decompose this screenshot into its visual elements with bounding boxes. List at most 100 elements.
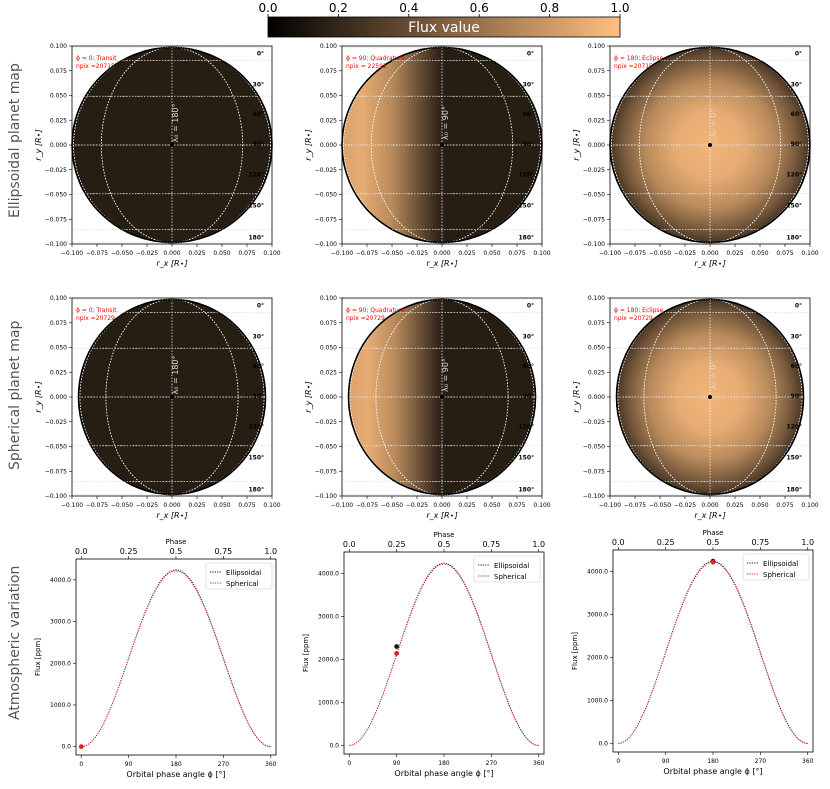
y-axis-label: r_y [R⋆] [34,381,43,412]
x-tick-label: 180 [707,758,719,765]
latitude-label: 30° [791,82,802,89]
map-spherical-quadrature: 0° 30° 60° 90° 120° 150° 180° λ₀ = 90° ϕ = 90: Q… [304,295,551,520]
x-tick-label: 0.025 [188,502,205,509]
x-tick-label: −0.025 [674,502,696,509]
x-tick-label: −0.075 [86,250,108,257]
x-tick-label: 0.000 [163,502,180,509]
legend-label: Spherical [226,580,259,588]
subobserver-point [170,143,174,147]
y-tick-label: 1000.0 [587,697,608,704]
latitude-label: 180° [518,235,534,242]
legend-box [742,553,810,581]
top-tick-label: 0.25 [120,547,138,556]
x-tick-label: 0.050 [483,502,500,509]
x-tick-label: 0.100 [263,502,280,509]
top-tick-label: 1.0 [264,547,277,556]
y-tick-label: −0.100 [315,241,337,248]
x-tick-label: −0.100 [599,502,621,509]
y-tick-label: −0.050 [583,192,605,199]
map-title: ϕ = 180: Eclipse [614,307,664,314]
phase-marker-spherical [394,651,400,656]
y-axis-label: r_y [R⋆] [572,129,581,160]
y-axis-label: r_y [R⋆] [304,381,313,412]
latitude-label: 0° [527,50,534,57]
x-tick-label: −0.050 [111,250,133,257]
top-tick-label: 0.0 [343,540,356,549]
x-tick-label: 0 [347,760,351,767]
latitude-label: 150° [248,454,264,461]
latitude-label: 30° [253,82,264,89]
x-tick-label: 0.075 [776,250,793,257]
legend-box [205,562,273,590]
x-tick-label: 0.025 [188,250,205,257]
latitude-label: 120° [248,423,264,430]
x-tick-label: −0.050 [649,250,671,257]
x-tick-label: −0.075 [86,502,108,509]
y-tick-label: 0.075 [50,320,67,327]
y-axis-label: r_y [R⋆] [34,129,43,160]
latitude-label: 120° [248,171,264,178]
top-tick-label: 0.5 [170,547,183,556]
colorbar-tick-label: 0.8 [540,1,559,15]
day-center-longitude-label: λ₀ = 90° [441,106,450,140]
x-tick-label: 0.100 [801,250,818,257]
x-tick-label: 0.075 [508,250,525,257]
map-npix-label: npix =20729 [614,315,653,322]
lightcurve-eclipse: 0 90 180 270 360 0.0 0.25 0.5 0.75 1.0 Phase 0.0 100… [571,529,814,776]
latitude-label: 0° [795,302,802,309]
latitude-label: 60° [791,363,802,370]
x-tick-label: −0.100 [61,502,83,509]
legend-label: Spherical [494,573,527,581]
x-tick-label: 0.050 [213,502,230,509]
latitude-label: 90° [523,141,534,148]
map-ellipsoidal-quadrature: 0° 30° 60° 90° 120° 150° 180° λ₀ = 90° ϕ = 90: Q… [304,43,551,268]
y-tick-label: −0.025 [315,419,337,426]
latitude-label: 180° [518,487,534,494]
latitude-label: 30° [523,334,534,341]
x-tick-label: 0.000 [163,250,180,257]
top-tick-label: 0.75 [214,547,232,556]
x-tick-label: −0.025 [136,502,158,509]
y-tick-label: −0.050 [583,444,605,451]
y-tick-label: −0.075 [583,216,605,223]
latitude-label: 150° [518,202,534,209]
x-tick-label: 180 [170,761,182,768]
phase-marker-spherical [78,744,84,750]
x-tick-label: 360 [802,758,814,765]
x-tick-label: 0.000 [433,250,450,257]
x-axis-label: r_x [R⋆] [694,511,725,520]
x-axis-label: Orbital phase angle ϕ [°] [663,767,762,776]
y-tick-label: −0.100 [45,241,67,248]
y-tick-label: −0.075 [583,468,605,475]
legend-label: Ellipsoidal [763,560,798,568]
x-tick-label: 0.075 [776,502,793,509]
series-line-ellipsoidal [81,569,271,748]
y-tick-label: 0.075 [320,68,337,75]
y-tick-label: 0.000 [320,142,337,149]
day-center-longitude-label: λ₀ = 180° [171,104,180,143]
day-center-longitude-label: λ₀ = 0° [709,361,718,390]
x-tick-label: 90 [125,761,133,768]
latitude-label: 90° [253,141,264,148]
day-center-longitude-label: λ₀ = 90° [441,358,450,392]
latitude-label: 60° [253,111,264,118]
y-tick-label: 0.0 [598,740,608,747]
latitude-label: 150° [248,202,264,209]
y-tick-label: 4000.0 [318,570,339,577]
top-tick-label: 1.0 [532,540,545,549]
latitude-label: 180° [786,487,802,494]
y-tick-label: 0.100 [320,43,337,50]
y-tick-label: −0.050 [45,192,67,199]
y-tick-label: −0.025 [583,419,605,426]
colorbar-label: Flux value [408,20,480,36]
y-axis-label: Flux [ppm] [34,638,42,676]
y-tick-label: 1000.0 [318,699,339,706]
y-tick-label: −0.075 [315,216,337,223]
y-tick-label: 0.000 [50,394,67,401]
legend-label: Spherical [763,571,796,579]
top-tick-label: 0.5 [707,538,720,547]
y-tick-label: −0.050 [315,444,337,451]
row-label-atmospheric: Atmospheric variation [7,565,23,720]
latitude-label: 120° [518,423,534,430]
y-tick-label: 0.0 [61,744,71,751]
